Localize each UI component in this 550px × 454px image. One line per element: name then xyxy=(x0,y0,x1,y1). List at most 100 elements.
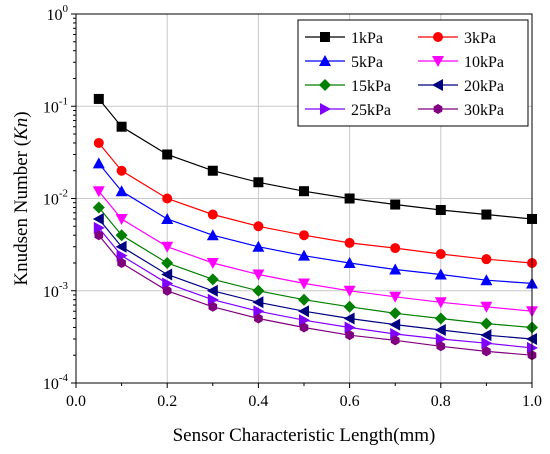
series-layer xyxy=(92,93,538,361)
data-point xyxy=(252,296,264,309)
data-point xyxy=(345,330,354,341)
legend-marker xyxy=(320,103,331,115)
x-tick-label: 1.0 xyxy=(522,393,542,410)
data-point xyxy=(434,324,446,337)
data-point xyxy=(480,329,492,342)
data-point xyxy=(481,209,492,220)
data-point xyxy=(115,240,127,253)
data-point xyxy=(390,335,400,346)
legend-box xyxy=(297,19,529,127)
data-point xyxy=(481,254,492,265)
legend-item: 5kPa xyxy=(305,54,383,71)
data-point xyxy=(161,268,173,281)
legend-item: 1kPa xyxy=(305,30,383,47)
legend: 1kPa 3kPa 5kPa 10kPa 15kPa 20kPa 25kPa 30kPa xyxy=(297,19,529,127)
x-tick-label: 0.6 xyxy=(340,393,360,410)
x-tick-labels: 0.0 0.2 0.4 0.6 0.8 1.0 xyxy=(66,393,542,410)
data-point xyxy=(92,157,105,169)
data-point xyxy=(434,312,447,325)
legend-label: 25kPa xyxy=(351,102,391,119)
legend-marker xyxy=(433,104,443,114)
data-point xyxy=(206,229,219,241)
data-point xyxy=(480,317,493,330)
data-point xyxy=(434,297,447,309)
data-point xyxy=(162,277,174,290)
data-point xyxy=(343,300,356,313)
data-point xyxy=(115,229,128,242)
data-point xyxy=(298,293,310,306)
x-tick-label: 0.8 xyxy=(431,393,451,410)
data-point xyxy=(207,293,219,306)
legend-marker xyxy=(319,55,331,66)
data-point xyxy=(299,230,309,241)
tick-marks xyxy=(71,13,533,388)
data-point xyxy=(480,301,493,313)
legend-label: 30kPa xyxy=(464,102,504,119)
legend-item: 20kPa xyxy=(418,78,504,95)
data-point xyxy=(206,284,218,297)
series-30kPa xyxy=(94,230,537,361)
data-point xyxy=(389,318,401,331)
data-point xyxy=(344,193,355,204)
data-point xyxy=(94,230,104,241)
data-point xyxy=(344,321,356,334)
legend-item: 15kPa xyxy=(305,78,391,95)
data-point xyxy=(390,199,401,210)
data-point xyxy=(343,256,356,268)
data-point xyxy=(206,273,219,286)
data-point xyxy=(298,305,309,318)
data-point xyxy=(434,268,447,280)
y-axis-title-part: Knudsen Number ( xyxy=(11,140,32,286)
legend-label: 1kPa xyxy=(351,30,383,47)
data-point xyxy=(162,193,173,204)
legend-label: 3kPa xyxy=(464,30,496,47)
legend-label: 5kPa xyxy=(351,54,383,71)
series-25kPa xyxy=(93,221,538,354)
legend-label: 20kPa xyxy=(464,78,504,95)
legend-marker xyxy=(320,32,330,42)
legend-item: 30kPa xyxy=(418,102,504,119)
legend-label: 15kPa xyxy=(351,78,391,95)
y-tick-labels: 10-4 10-3 10-2 10-1 100 xyxy=(43,3,69,393)
data-point xyxy=(481,337,493,350)
data-point xyxy=(252,269,265,281)
y-tick-label: 10-1 xyxy=(43,95,68,116)
data-point xyxy=(92,201,105,214)
x-tick-label: 0.4 xyxy=(248,393,268,410)
data-point xyxy=(389,307,402,320)
data-point xyxy=(115,213,128,225)
x-axis-title: Sensor Characteristic Length(mm) xyxy=(173,425,436,446)
y-axis-title-symbol: Kn xyxy=(11,118,32,141)
series-5kPa xyxy=(92,157,538,289)
data-point xyxy=(162,149,173,160)
data-point xyxy=(253,221,264,232)
data-point xyxy=(207,209,218,220)
series-10kPa xyxy=(92,186,538,318)
data-point xyxy=(390,243,401,254)
data-point xyxy=(252,240,265,252)
y-tick-label: 100 xyxy=(47,3,69,24)
legend-item: 10kPa xyxy=(418,54,504,71)
legend-item: 3kPa xyxy=(418,30,496,47)
data-point xyxy=(480,274,493,286)
data-point xyxy=(206,257,219,269)
data-point xyxy=(343,312,355,325)
legend-marker xyxy=(433,32,443,42)
data-point xyxy=(298,249,310,261)
data-point xyxy=(92,212,104,225)
legend-label: 10kPa xyxy=(464,54,504,71)
data-point xyxy=(344,237,355,248)
data-point xyxy=(299,186,309,197)
data-point xyxy=(435,249,446,260)
y-axis-title-part: ) xyxy=(11,111,32,117)
y-tick-label: 10-4 xyxy=(43,372,69,393)
series-line xyxy=(98,207,533,329)
series-line xyxy=(98,234,533,356)
data-point xyxy=(115,185,128,197)
data-point xyxy=(389,291,402,303)
series-3kPa xyxy=(93,137,537,268)
data-point xyxy=(435,205,446,216)
data-point xyxy=(254,313,263,324)
y-tick-label: 10-3 xyxy=(43,280,69,301)
